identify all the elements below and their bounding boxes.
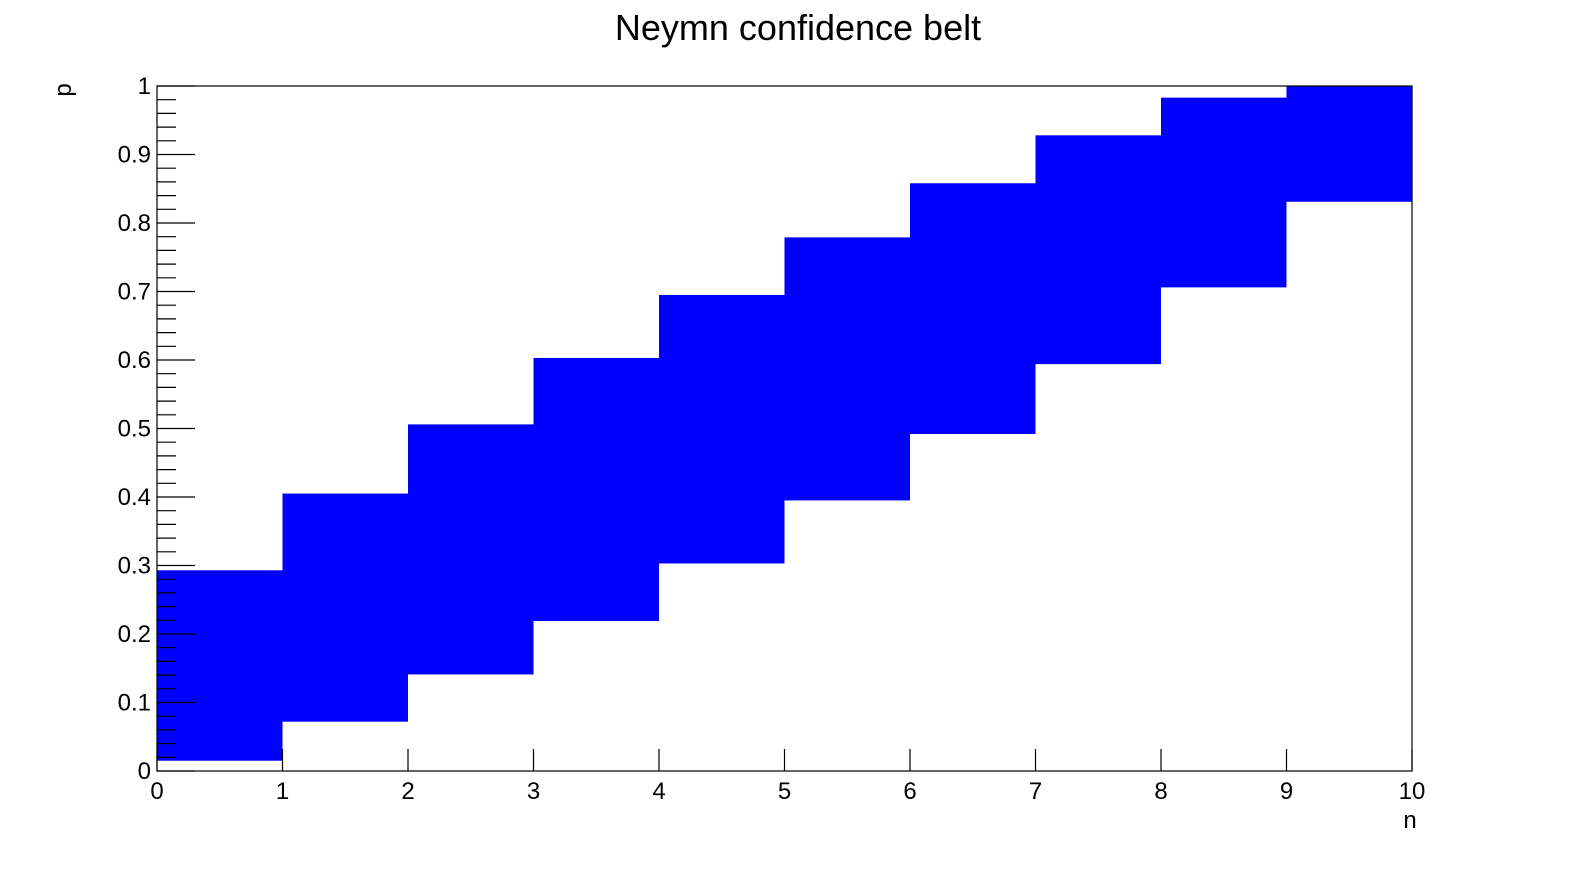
x-tick-label: 7 — [1029, 778, 1042, 805]
y-tick-label: 0.8 — [118, 210, 151, 237]
x-tick-label: 8 — [1154, 778, 1167, 805]
x-ticks: 0 1 2 3 4 5 6 7 8 9 10 — [150, 749, 1425, 805]
y-tick-label: 0.7 — [118, 279, 151, 306]
x-tick-label: 9 — [1280, 778, 1293, 805]
x-tick-label: 2 — [401, 778, 414, 805]
y-tick-label: 0.4 — [118, 484, 151, 511]
belt-bin-0 — [157, 570, 283, 761]
belt-bin-2 — [408, 424, 534, 675]
belt-bin-8 — [1161, 97, 1287, 288]
x-tick-label: 5 — [778, 778, 791, 805]
plot-frame — [156, 85, 1413, 772]
y-tick-label: 0.2 — [118, 621, 151, 648]
x-tick-label: 10 — [1399, 778, 1426, 805]
x-tick-label: 0 — [150, 778, 163, 805]
y-minor-ticks — [157, 99, 176, 758]
y-ticks: 0 0.1 0.2 0.3 0.4 0.5 0.6 0.7 0.8 0.9 1 — [118, 73, 195, 785]
y-tick-label: 0.3 — [118, 553, 151, 580]
y-tick-label: 0.9 — [118, 142, 151, 169]
x-tick-label: 4 — [652, 778, 665, 805]
belt-bin-7 — [1035, 135, 1161, 365]
y-axis-label: p — [50, 83, 77, 96]
y-tick-label: 0.1 — [118, 690, 151, 717]
y-tick-label: 0.6 — [118, 347, 151, 374]
x-tick-label: 1 — [276, 778, 289, 805]
x-tick-label: 3 — [527, 778, 540, 805]
x-axis-label: n — [1403, 807, 1416, 834]
belt-bin-5 — [784, 237, 910, 501]
belt-bin-4 — [659, 294, 785, 564]
belt-bin-1 — [282, 493, 408, 722]
y-tick-label: 0.5 — [118, 416, 151, 443]
belt-bin-6 — [910, 183, 1036, 434]
belt-bin-9 — [1286, 86, 1412, 202]
y-tick-label: 1 — [138, 73, 151, 100]
confidence-belt — [157, 86, 1412, 761]
y-tick-label: 0 — [138, 758, 151, 785]
x-tick-label: 6 — [903, 778, 916, 805]
belt-bin-3 — [533, 357, 659, 621]
chart-title: Neymn confidence belt — [615, 7, 981, 48]
